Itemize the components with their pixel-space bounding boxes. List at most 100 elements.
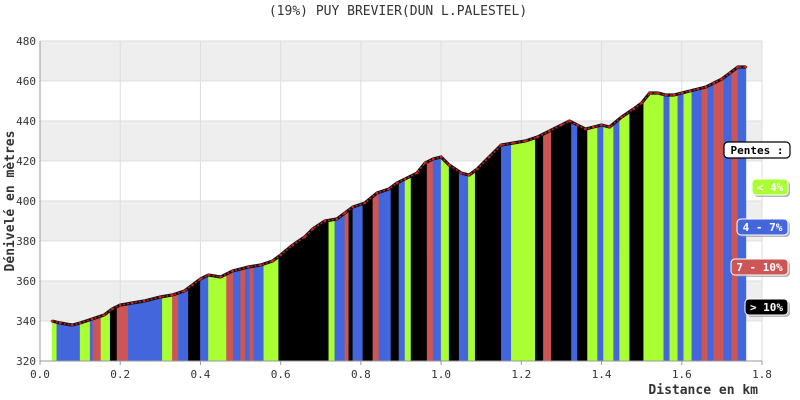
profile-point (70, 323, 74, 327)
slope-segment-blue (723, 71, 733, 362)
slope-segment-green (683, 90, 693, 362)
slope-segment-blue (613, 118, 620, 362)
x-tick-label: 0.8 (351, 368, 371, 381)
slope-segment-red (543, 129, 552, 362)
profile-point (247, 265, 250, 269)
legend-swatch (736, 218, 789, 236)
profile-line (51, 66, 746, 326)
legend-swatch (744, 298, 789, 316)
profile-point (728, 71, 732, 75)
slope-segment-blue (691, 87, 703, 362)
slope-segment-blue (178, 287, 189, 362)
profile-point (696, 87, 700, 91)
slope-segment-red (713, 77, 725, 362)
profile-point (648, 91, 651, 95)
slope-segment-green (643, 92, 664, 362)
slope-segments (51, 66, 747, 362)
profile-point (672, 93, 676, 97)
profile-point (620, 115, 623, 119)
slope-segment-green (263, 256, 279, 362)
y-tick-label: 400 (16, 195, 36, 208)
y-tick-label: 380 (16, 235, 36, 248)
profile-point (323, 219, 327, 223)
profile-point (343, 211, 347, 215)
legend-label: > 10% (750, 301, 783, 314)
x-tick-label: 1.8 (752, 368, 772, 381)
slope-segment-green (100, 310, 111, 362)
legend-label: 4 - 7% (743, 221, 783, 234)
profile-point (459, 171, 463, 175)
x-axis-label: Distance en km (648, 383, 758, 398)
profile-point (487, 155, 491, 159)
profile-point (207, 273, 210, 277)
profile-point (600, 123, 603, 127)
slope-segment-black (629, 99, 644, 362)
slope-segment-blue (501, 143, 512, 362)
profile-point (50, 319, 54, 323)
slope-segment-green (51, 320, 58, 362)
y-tick-label: 480 (16, 35, 36, 48)
x-tick-label: 0.2 (110, 368, 130, 381)
profile-point (536, 135, 539, 139)
profile-point (183, 289, 186, 293)
profile-point (199, 277, 202, 281)
profile-point (499, 143, 503, 147)
slope-segment-black (535, 133, 544, 362)
profile-point (259, 263, 262, 267)
profile-point (219, 275, 222, 279)
x-tick-labels: 0.0 0.2 0.4 0.6 0.8 1.0 1.2 1.4 1.6 1.8 (30, 361, 772, 381)
profile-point (415, 171, 419, 175)
profile-point (110, 307, 114, 311)
x-tick-label: 0.6 (271, 368, 291, 381)
profile-point (130, 301, 134, 305)
slope-segment-blue (56, 321, 81, 362)
profile-point (395, 181, 399, 185)
legend-swatch (751, 178, 789, 196)
profile-point (271, 259, 274, 263)
profile-point (231, 269, 234, 273)
slope-segment-blue (89, 318, 94, 362)
slope-segment-blue (127, 302, 137, 362)
profile-point (712, 81, 716, 85)
slope-segment-blue (737, 66, 747, 362)
x-tick-label: 1.4 (592, 368, 612, 381)
chart-title: (19%) PUY BREVIER(DUN L.PALESTEL) (269, 4, 527, 19)
profile-point (592, 125, 595, 129)
slope-segment-black (551, 120, 572, 362)
y-tick-label: 460 (16, 75, 36, 88)
profile-point (688, 89, 692, 93)
slope-segment-black (188, 278, 201, 362)
profile-point (142, 299, 146, 303)
legend-title: Pentes : (723, 141, 791, 159)
slope-segment-green (440, 156, 450, 362)
y-tick-label: 420 (16, 155, 36, 168)
profile-point (171, 293, 174, 297)
slope-segment-blue (432, 156, 442, 362)
profile-point (640, 101, 643, 105)
slope-segment-green (208, 273, 227, 362)
slope-segment-black (577, 124, 588, 362)
profile-point (632, 107, 635, 111)
slope-segment-blue (253, 263, 265, 362)
profile-point (58, 321, 62, 325)
slope-segment-black (109, 306, 118, 362)
slope-segment-green (511, 137, 536, 362)
legend-label: < 4% (757, 181, 784, 194)
profile-point (656, 91, 660, 95)
legend-label: 7 - 10% (736, 261, 783, 274)
y-axis-label: Dénivelé en mètres (3, 131, 18, 272)
slope-segment-red (172, 292, 179, 362)
legend-swatch (730, 258, 789, 276)
profile-point (512, 141, 515, 145)
y-tick-labels: 320 340 360 380 400 420 440 460 480 (16, 35, 36, 368)
slope-segment-blue (597, 124, 604, 362)
slope-segment-blue (136, 296, 163, 362)
profile-point (467, 173, 471, 177)
slope-segment-black (448, 164, 460, 362)
profile-point (576, 123, 579, 127)
legend-title-box (723, 141, 791, 159)
profile-point (736, 65, 740, 69)
slope-segment-blue (334, 212, 346, 362)
slope-segment-blue (707, 82, 715, 362)
slope-segment-blue (663, 94, 670, 362)
